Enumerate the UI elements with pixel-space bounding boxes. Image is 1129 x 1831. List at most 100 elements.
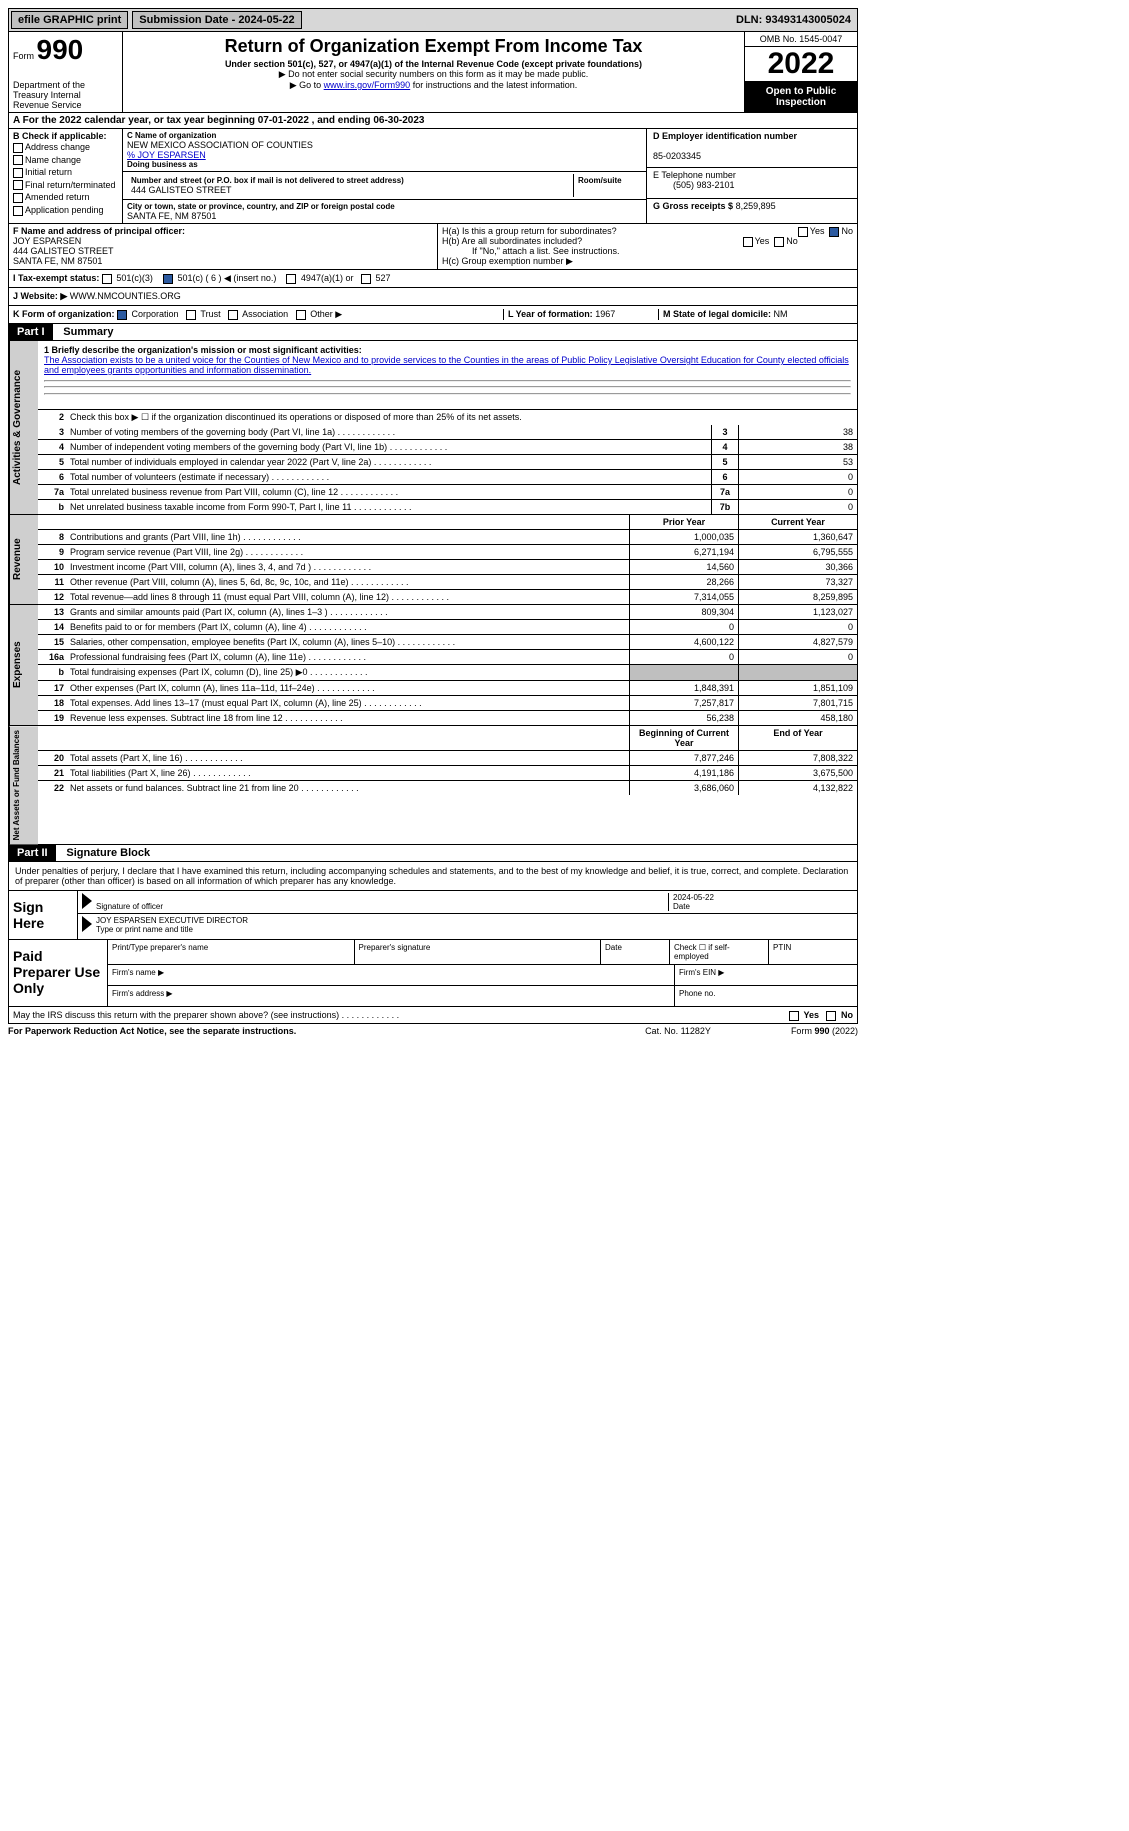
line-desc: Net assets or fund balances. Subtract li…: [68, 781, 629, 795]
hb-note: If "No," attach a list. See instructions…: [442, 246, 853, 256]
other-checkbox[interactable]: [296, 310, 306, 320]
phone-label: E Telephone number: [653, 170, 736, 180]
website-value: WWW.NMCOUNTIES.ORG: [70, 291, 181, 301]
tab-expenses: Expenses: [9, 605, 38, 725]
ha-no-checkbox[interactable]: [829, 227, 839, 237]
prior-year-value: 7,314,055: [629, 590, 738, 604]
line-desc: Total fundraising expenses (Part IX, col…: [68, 665, 629, 680]
tab-revenue: Revenue: [9, 515, 38, 604]
state-domicile: NM: [774, 309, 788, 319]
begin-year-hdr: Beginning of Current Year: [629, 726, 738, 750]
year-formation: 1967: [595, 309, 615, 319]
form-subtitle: Under section 501(c), 527, or 4947(a)(1)…: [127, 59, 740, 69]
officer-label: F Name and address of principal officer:: [13, 226, 185, 236]
line-desc: Number of independent voting members of …: [68, 440, 711, 454]
prior-year-value: 56,238: [629, 711, 738, 725]
line-desc: Total assets (Part X, line 16): [68, 751, 629, 765]
status-501c-checkbox[interactable]: [163, 274, 173, 284]
briefly-label: 1 Briefly describe the organization's mi…: [44, 345, 362, 355]
page-footer: For Paperwork Reduction Act Notice, see …: [8, 1024, 858, 1038]
current-year-value: 73,327: [738, 575, 857, 589]
prior-year-value: 1,848,391: [629, 681, 738, 695]
hc-label: H(c) Group exemption number ▶: [442, 256, 853, 267]
status-501c3-checkbox[interactable]: [102, 274, 112, 284]
section-fgh: F Name and address of principal officer:…: [8, 224, 858, 270]
prior-year-value: 0: [629, 650, 738, 664]
submission-date: Submission Date - 2024-05-22: [132, 11, 301, 29]
current-year-value: 3,675,500: [738, 766, 857, 780]
city-state-zip: SANTA FE, NM 87501: [127, 211, 642, 221]
note-link: ▶ Go to www.irs.gov/Form990 for instruct…: [127, 80, 740, 91]
cat-no: Cat. No. 11282Y: [618, 1026, 738, 1036]
line-value: 0: [738, 500, 857, 514]
prior-year-value: 28,266: [629, 575, 738, 589]
note-ssn: ▶ Do not enter social security numbers o…: [127, 69, 740, 80]
prior-year-value: 809,304: [629, 605, 738, 619]
form-of-org-row: K Form of organization: Corporation Trus…: [8, 306, 858, 324]
website-row: J Website: ▶ WWW.NMCOUNTIES.ORG: [8, 288, 858, 306]
current-year-value: 7,801,715: [738, 696, 857, 710]
line-desc: Professional fundraising fees (Part IX, …: [68, 650, 629, 664]
current-year-value: [738, 665, 857, 680]
discuss-row: May the IRS discuss this return with the…: [8, 1007, 858, 1024]
current-year-value: 1,123,027: [738, 605, 857, 619]
addr-change-checkbox[interactable]: [13, 143, 23, 153]
line-desc: Salaries, other compensation, employee b…: [68, 635, 629, 649]
open-to-public: Open to Public Inspection: [745, 82, 857, 112]
initial-return-checkbox[interactable]: [13, 168, 23, 178]
dln: DLN: 93493143005024: [736, 14, 855, 26]
top-toolbar: efile GRAPHIC print Submission Date - 20…: [8, 8, 858, 32]
discuss-yes-checkbox[interactable]: [789, 1011, 799, 1021]
summary-box: Activities & Governance 1 Briefly descri…: [8, 341, 858, 515]
gross-receipts-value: 8,259,895: [736, 201, 776, 211]
current-year-value: 0: [738, 620, 857, 634]
prior-year-value: 3,686,060: [629, 781, 738, 795]
line-value: 38: [738, 425, 857, 439]
corp-checkbox[interactable]: [117, 310, 127, 320]
prior-year-value: 7,257,817: [629, 696, 738, 710]
assoc-checkbox[interactable]: [228, 310, 238, 320]
amended-return-checkbox[interactable]: [13, 193, 23, 203]
street-address: 444 GALISTEO STREET: [131, 185, 569, 195]
period-row: A For the 2022 calendar year, or tax yea…: [8, 113, 858, 129]
tax-year: 2022: [745, 47, 857, 82]
paperwork-notice: For Paperwork Reduction Act Notice, see …: [8, 1026, 618, 1036]
current-year-hdr: Current Year: [738, 515, 857, 529]
final-return-checkbox[interactable]: [13, 180, 23, 190]
efile-button[interactable]: efile GRAPHIC print: [11, 11, 128, 29]
part2-header: Part II: [9, 845, 56, 861]
current-year-value: 1,851,109: [738, 681, 857, 695]
discuss-no-checkbox[interactable]: [826, 1011, 836, 1021]
line-desc: Number of voting members of the governin…: [68, 425, 711, 439]
current-year-value: 6,795,555: [738, 545, 857, 559]
end-year-hdr: End of Year: [738, 726, 857, 750]
prior-year-value: 4,191,186: [629, 766, 738, 780]
line-value: 53: [738, 455, 857, 469]
name-change-checkbox[interactable]: [13, 155, 23, 165]
irs-link[interactable]: www.irs.gov/Form990: [324, 80, 411, 90]
status-4947-checkbox[interactable]: [286, 274, 296, 284]
ein-value: 85-0203345: [653, 151, 701, 161]
line-desc: Other expenses (Part IX, column (A), lin…: [68, 681, 629, 695]
hb-yes-checkbox[interactable]: [743, 237, 753, 247]
prior-year-value: 4,600,122: [629, 635, 738, 649]
trust-checkbox[interactable]: [186, 310, 196, 320]
current-year-value: 30,366: [738, 560, 857, 574]
app-pending-checkbox[interactable]: [13, 206, 23, 216]
line-desc: Other revenue (Part VIII, column (A), li…: [68, 575, 629, 589]
section-b-container: B Check if applicable: Address change Na…: [8, 129, 858, 224]
form-title: Return of Organization Exempt From Incom…: [127, 36, 740, 57]
line-desc: Total number of individuals employed in …: [68, 455, 711, 469]
hb-label: H(b) Are all subordinates included?: [442, 236, 582, 246]
status-527-checkbox[interactable]: [361, 274, 371, 284]
hb-no-checkbox[interactable]: [774, 237, 784, 247]
omb-number: OMB No. 1545-0047: [745, 32, 857, 47]
prior-year-value: 1,000,035: [629, 530, 738, 544]
ein-label: D Employer identification number: [653, 131, 797, 141]
paid-preparer-label: Paid Preparer Use Only: [9, 940, 108, 1006]
form-label: Form: [13, 51, 34, 61]
sign-date: 2024-05-22: [673, 893, 714, 902]
line-desc: Net unrelated business taxable income fr…: [68, 500, 711, 514]
ha-yes-checkbox[interactable]: [798, 227, 808, 237]
sign-here-label: Sign Here: [9, 891, 78, 939]
